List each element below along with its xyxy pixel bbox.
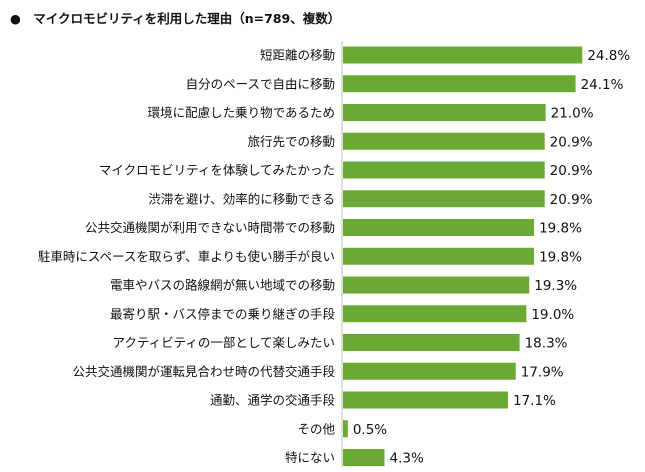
bar — [343, 362, 516, 380]
value-label: 21.0% — [551, 106, 594, 122]
value-label: 19.3% — [534, 278, 577, 294]
bar — [343, 391, 509, 409]
category-label: その他 — [297, 421, 335, 436]
bars-layer — [343, 46, 583, 466]
category-label: 電車やバスの路線網が無い地域での移動 — [110, 278, 335, 293]
value-label: 17.1% — [513, 393, 556, 409]
bar — [343, 161, 545, 179]
category-label: 短距離の移動 — [260, 48, 335, 63]
bar — [343, 305, 527, 323]
value-label: 4.3% — [389, 451, 423, 467]
category-label: マイクロモビリティを体験してみたかった — [99, 163, 335, 178]
category-label: アクティビティの一部として楽しみたい — [112, 335, 335, 350]
category-label: 渋滞を避け、効率的に移動できる — [148, 191, 335, 206]
category-label: 最寄り駅・バス停までの乗り継ぎの手段 — [110, 306, 335, 321]
value-label: 24.1% — [581, 77, 624, 93]
category-label: 特にない — [285, 450, 335, 465]
bar — [343, 420, 348, 438]
value-label: 20.9% — [550, 192, 593, 208]
value-label: 17.9% — [521, 364, 564, 380]
bar — [343, 190, 545, 208]
value-label: 19.0% — [531, 307, 574, 323]
value-label: 0.5% — [353, 422, 387, 438]
bar — [343, 276, 530, 294]
value-label: 19.8% — [539, 221, 582, 237]
bar — [343, 449, 385, 466]
category-label: 旅行先での移動 — [247, 134, 335, 149]
category-labels: 短距離の移動自分のペースで自由に移動環境に配慮した乗り物であるため旅行先での移動… — [38, 48, 336, 466]
bar — [343, 334, 520, 351]
bar — [343, 75, 576, 93]
category-label: 公共交通機関が運転見合わせ時の代替交通手段 — [72, 364, 335, 379]
title-text: マイクロモビリティを利用した理由（n=789、複数） — [33, 11, 340, 26]
value-label: 18.3% — [525, 336, 568, 352]
value-label: 20.9% — [550, 163, 593, 179]
category-label: 自分のペースで自由に移動 — [186, 76, 335, 91]
bar — [343, 46, 583, 64]
bar — [343, 104, 546, 121]
value-label: 19.8% — [539, 249, 582, 265]
value-label: 24.8% — [587, 48, 630, 64]
bar — [343, 247, 535, 265]
category-label: 駐車時にスペースを取らず、車よりも使い勝手が良い — [38, 249, 335, 264]
bar — [343, 132, 545, 150]
bar — [343, 219, 535, 236]
value-labels: 24.8% 24.1% 21.0% 20.9% 20.9% 20.9% 19.8% 19.8%… — [353, 48, 631, 467]
chart-title: ● マイクロモビリティを利用した理由（n=789、複数） — [10, 11, 340, 26]
value-label: 20.9% — [550, 134, 593, 150]
title-bullet: ● — [10, 11, 21, 26]
category-label: 公共交通機関が利用できない時間帯での移動 — [85, 220, 335, 235]
category-label: 環境に配慮した乗り物であるため — [148, 105, 335, 120]
category-label: 通勤、通学の交通手段 — [210, 393, 335, 408]
